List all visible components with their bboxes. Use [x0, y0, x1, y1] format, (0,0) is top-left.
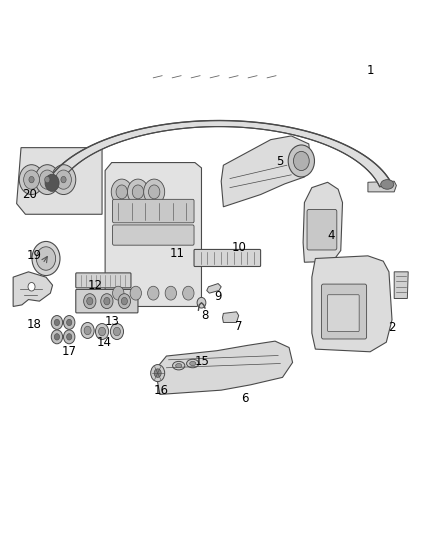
Polygon shape: [221, 136, 311, 207]
Circle shape: [32, 241, 60, 276]
Polygon shape: [207, 284, 221, 293]
Circle shape: [39, 170, 55, 189]
Circle shape: [54, 319, 60, 326]
Circle shape: [67, 334, 72, 340]
Circle shape: [45, 176, 50, 183]
Text: 20: 20: [22, 188, 37, 201]
Circle shape: [87, 297, 93, 305]
Text: 6: 6: [240, 392, 248, 405]
Text: 7: 7: [235, 320, 243, 333]
Circle shape: [151, 365, 165, 382]
Text: 19: 19: [27, 249, 42, 262]
Polygon shape: [223, 312, 239, 322]
Ellipse shape: [190, 361, 196, 366]
Circle shape: [148, 286, 159, 300]
FancyBboxPatch shape: [307, 209, 337, 250]
Circle shape: [197, 297, 206, 308]
Circle shape: [28, 282, 35, 291]
Circle shape: [67, 319, 72, 326]
Circle shape: [64, 316, 75, 329]
Circle shape: [51, 316, 63, 329]
Circle shape: [127, 179, 148, 205]
FancyBboxPatch shape: [194, 249, 261, 266]
Text: 13: 13: [105, 315, 120, 328]
Circle shape: [101, 294, 113, 309]
Ellipse shape: [381, 180, 394, 189]
Text: 4: 4: [327, 229, 335, 242]
Circle shape: [61, 176, 66, 183]
Polygon shape: [303, 182, 343, 262]
Circle shape: [84, 294, 96, 309]
Text: 12: 12: [88, 279, 103, 292]
Circle shape: [45, 174, 59, 191]
Polygon shape: [105, 163, 201, 306]
Polygon shape: [368, 181, 396, 192]
Circle shape: [110, 324, 124, 340]
Circle shape: [56, 170, 71, 189]
Text: 17: 17: [62, 345, 77, 358]
FancyBboxPatch shape: [328, 295, 359, 332]
Text: 16: 16: [154, 384, 169, 397]
Circle shape: [293, 151, 309, 171]
Circle shape: [35, 165, 60, 195]
Circle shape: [116, 185, 127, 199]
Text: 11: 11: [170, 247, 185, 260]
Polygon shape: [46, 120, 392, 187]
Polygon shape: [394, 272, 408, 298]
Circle shape: [148, 185, 160, 199]
Circle shape: [288, 145, 314, 177]
Polygon shape: [13, 272, 53, 306]
Text: 15: 15: [195, 355, 210, 368]
Text: 5: 5: [276, 155, 283, 168]
Polygon shape: [17, 148, 102, 214]
FancyBboxPatch shape: [321, 284, 367, 339]
Circle shape: [132, 185, 144, 199]
Text: 9: 9: [214, 290, 222, 303]
Circle shape: [95, 324, 109, 340]
Text: 10: 10: [232, 241, 247, 254]
Circle shape: [165, 286, 177, 300]
Circle shape: [51, 165, 76, 195]
FancyBboxPatch shape: [113, 225, 194, 245]
Text: 14: 14: [97, 336, 112, 349]
FancyBboxPatch shape: [113, 199, 194, 223]
Circle shape: [99, 327, 106, 336]
Circle shape: [29, 176, 34, 183]
Circle shape: [144, 179, 165, 205]
Text: 2: 2: [388, 321, 396, 334]
Circle shape: [154, 369, 161, 377]
Circle shape: [113, 286, 124, 300]
Text: 1: 1: [366, 64, 374, 77]
Circle shape: [81, 322, 94, 338]
Ellipse shape: [173, 361, 185, 370]
Polygon shape: [157, 341, 293, 394]
Ellipse shape: [176, 364, 182, 368]
Ellipse shape: [187, 359, 199, 368]
Circle shape: [113, 327, 120, 336]
Circle shape: [111, 179, 132, 205]
Circle shape: [64, 330, 75, 344]
Circle shape: [183, 286, 194, 300]
Circle shape: [118, 294, 131, 309]
Circle shape: [84, 326, 91, 335]
Polygon shape: [312, 256, 392, 352]
Circle shape: [36, 247, 56, 270]
Circle shape: [54, 334, 60, 340]
Circle shape: [121, 297, 127, 305]
FancyBboxPatch shape: [76, 273, 131, 288]
Circle shape: [130, 286, 141, 300]
FancyBboxPatch shape: [76, 289, 138, 313]
Circle shape: [19, 165, 44, 195]
Text: 8: 8: [201, 309, 208, 322]
Circle shape: [51, 330, 63, 344]
Circle shape: [24, 170, 39, 189]
Text: 18: 18: [27, 318, 42, 330]
Circle shape: [104, 297, 110, 305]
